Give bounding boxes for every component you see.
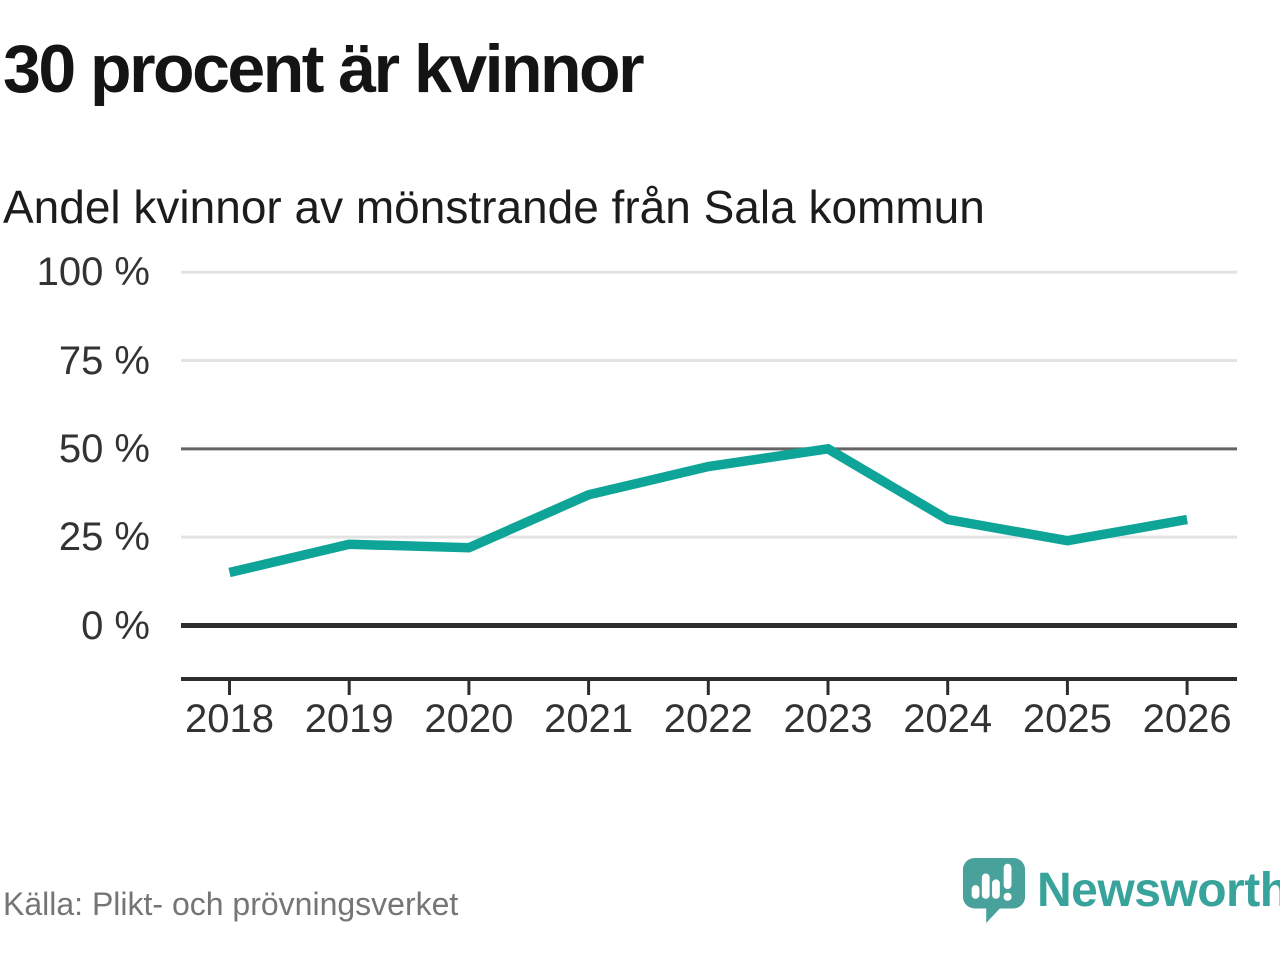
chart-subtitle: Andel kvinnor av mönstrande från Sala ko…	[3, 181, 985, 233]
newsworthy-mark-icon	[962, 857, 1026, 923]
chart-title: 30 procent är kvinnor	[3, 31, 645, 107]
data-line	[228, 443, 1188, 578]
x-tick-label: 2024	[903, 697, 993, 741]
x-tick-label: 2019	[304, 697, 394, 741]
y-tick-label: 0 %	[81, 603, 150, 648]
y-tick-label: 75 %	[58, 338, 150, 383]
newsworthy-wordmark: Newsworthy	[1037, 863, 1280, 917]
y-tick-label: 100 %	[36, 250, 150, 295]
x-tick-label: 2021	[544, 697, 634, 741]
x-tick-label: 2026	[1142, 697, 1232, 741]
y-tick-label: 50 %	[58, 426, 150, 471]
x-tick-label: 2023	[783, 697, 873, 741]
source-note: Källa: Plikt- och prövningsverket	[3, 886, 459, 922]
newsworthy-logo: Newsworthy	[961, 856, 1280, 924]
x-tick-label: 2018	[185, 697, 274, 741]
x-tick-label: 2025	[1022, 697, 1112, 741]
y-tick-label: 25 %	[58, 515, 150, 560]
x-tick-label: 2020	[424, 697, 514, 741]
x-tick-label: 2022	[663, 697, 753, 741]
